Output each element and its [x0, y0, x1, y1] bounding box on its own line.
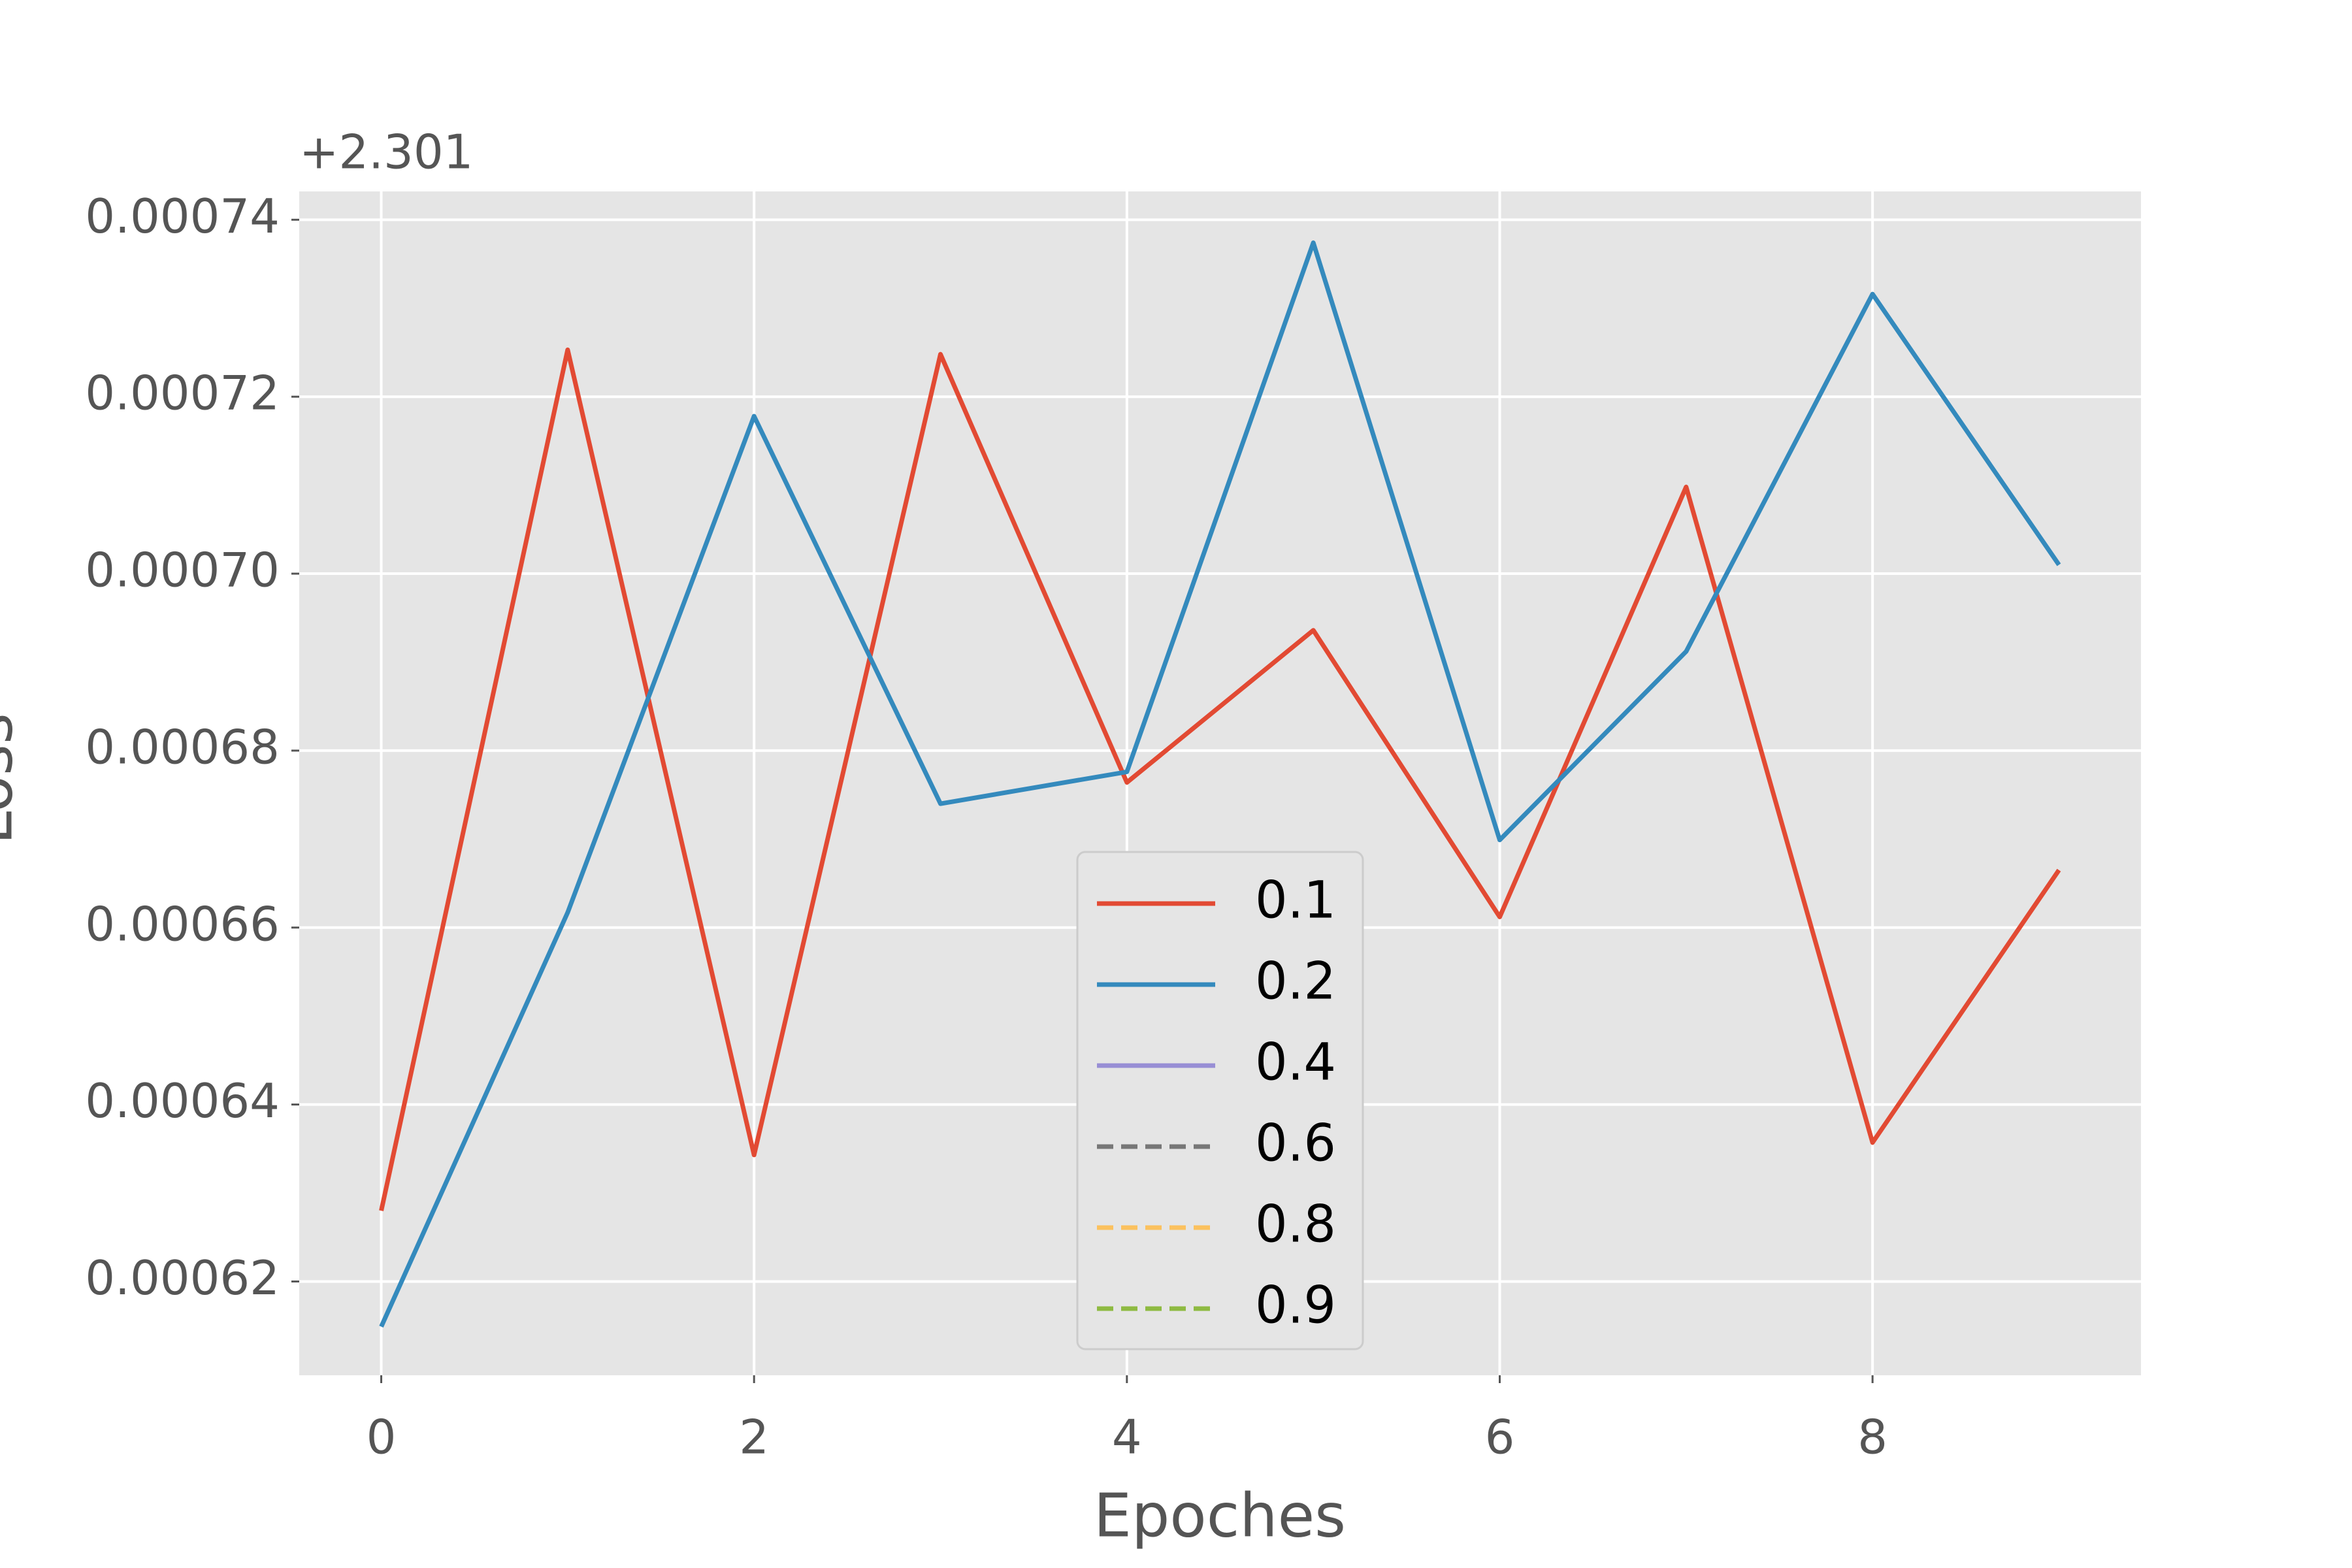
y-tick-label: 0.00074 — [85, 189, 280, 244]
legend-label: 0.8 — [1255, 1195, 1336, 1254]
x-tick-label: 2 — [739, 1410, 769, 1465]
y-tick-label: 0.00064 — [85, 1073, 280, 1128]
legend-label: 0.6 — [1255, 1114, 1336, 1173]
x-tick-label: 8 — [1857, 1410, 1887, 1465]
y-tick-label: 0.00062 — [85, 1250, 280, 1305]
y-axis-label: Loss — [0, 713, 25, 845]
x-tick-label: 6 — [1485, 1410, 1515, 1465]
legend-label: 0.9 — [1255, 1276, 1336, 1335]
x-tick-label: 0 — [367, 1410, 397, 1465]
x-tick-label: 4 — [1112, 1410, 1142, 1465]
series-line — [379, 347, 2061, 1211]
y-tick-label: 0.00068 — [85, 719, 280, 774]
legend: 0.1 0.2 0.4 0.6 0.8 0.9 — [1076, 851, 1364, 1350]
legend-label: 0.4 — [1255, 1033, 1336, 1092]
series-line — [379, 240, 2061, 1328]
legend-label: 0.1 — [1255, 871, 1336, 930]
x-axis-label: Epoches — [1094, 1480, 1346, 1550]
lines — [379, 240, 2061, 1328]
y-tick-label: 0.00066 — [85, 896, 280, 951]
y-tick-label: 0.00070 — [85, 543, 280, 598]
y-tick-label: 0.00072 — [85, 366, 280, 421]
offset-text: +2.301 — [299, 125, 473, 180]
legend-label: 0.2 — [1255, 952, 1336, 1011]
legend-box — [1076, 851, 1364, 1350]
